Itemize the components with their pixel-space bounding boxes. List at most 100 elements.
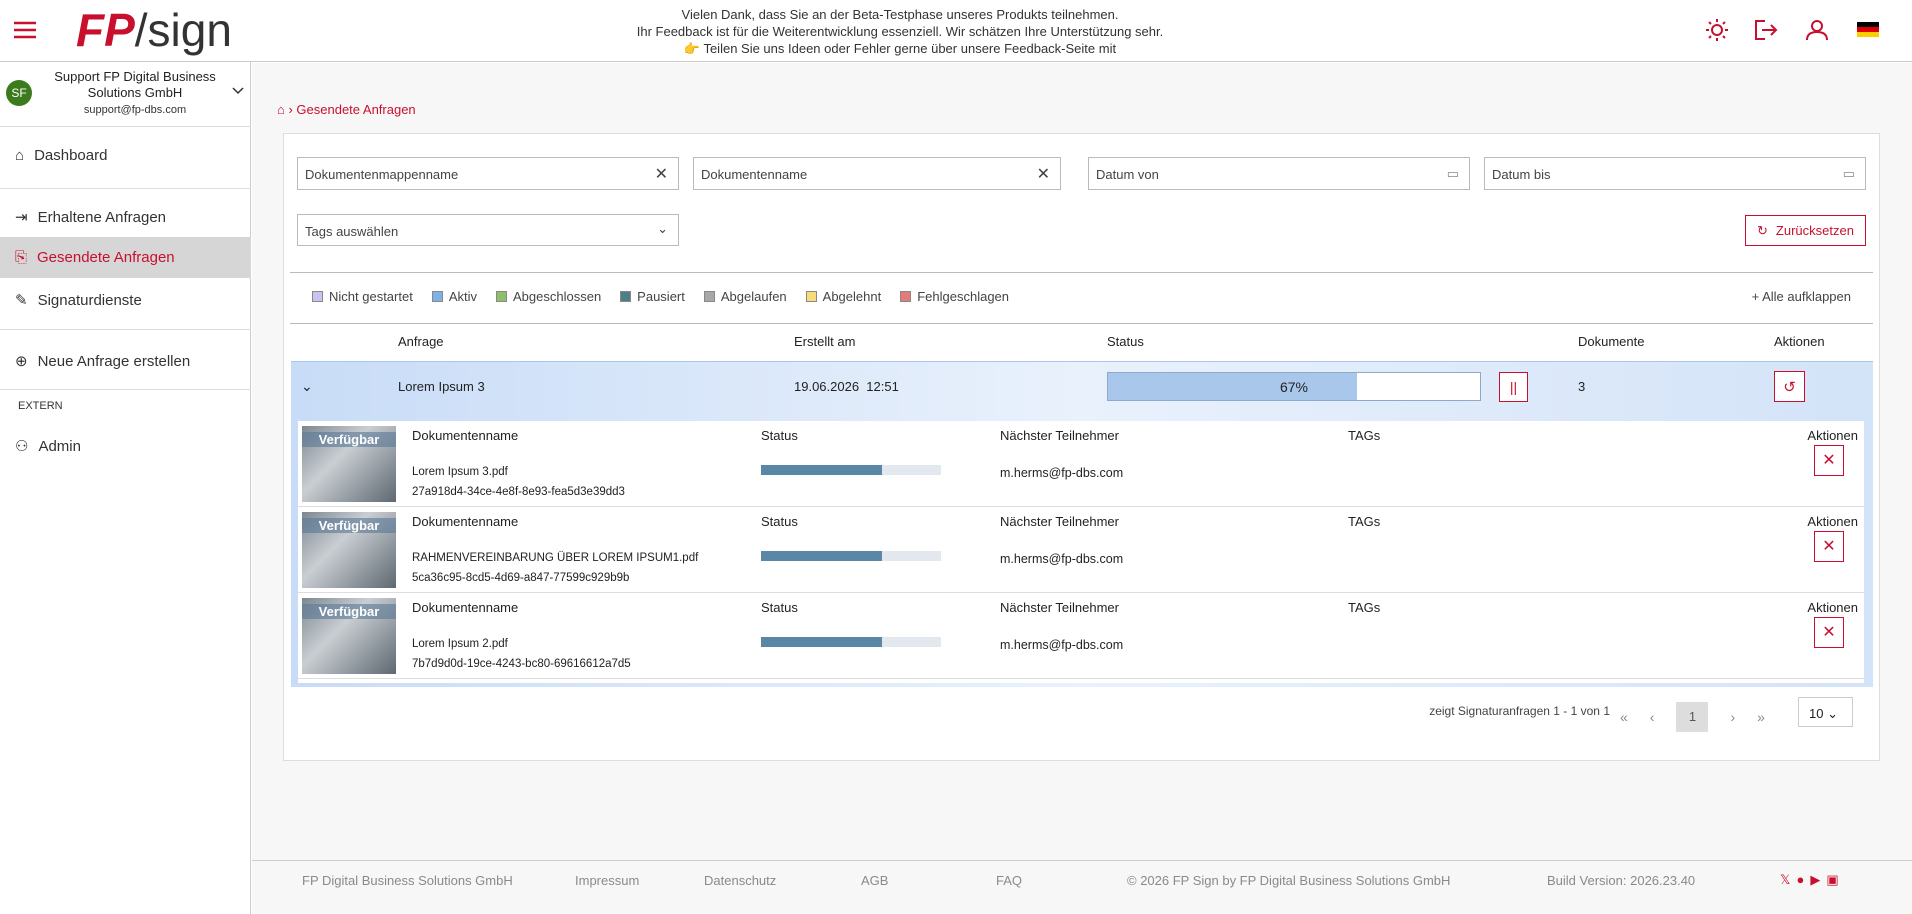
col-header: Aktionen (1774, 334, 1825, 349)
column-header: Dokumentenname (412, 428, 519, 443)
section-label: EXTERN (18, 400, 63, 412)
menu-button[interactable] (14, 21, 36, 39)
date-input[interactable]: Datum von ▭ (1088, 157, 1470, 190)
divider (0, 329, 251, 330)
next-participant: m.herms@fp-dbs.com (1000, 466, 1124, 480)
profile[interactable] (1806, 20, 1828, 41)
nav-item[interactable]: ⊕ Neue Anfrage erstellen (15, 352, 191, 371)
column-header: TAGs (1348, 514, 1381, 529)
divider (290, 272, 1873, 273)
document-id: 7b7d9d0d-19ce-4243-bc80-69616612a7d5 (412, 658, 631, 670)
logo-text: /sign (134, 4, 232, 56)
date-input[interactable]: Datum bis ▭ (1484, 157, 1866, 190)
document-id: 5ca36c95-8cd5-4d69-a847-77599c929b9b (412, 572, 630, 584)
logout[interactable] (1755, 20, 1778, 40)
document-row: Verfügbar Dokumentenname Status Nächster Te… (298, 593, 1864, 679)
document-row: Verfügbar Dokumentenname Status Nächster Te… (298, 507, 1864, 593)
remove-button[interactable]: ✕ (1814, 617, 1844, 648)
sidebar (0, 62, 251, 914)
last-page[interactable]: » (1757, 709, 1765, 725)
pause-button[interactable]: || (1499, 372, 1528, 402)
legend-item[interactable]: Nicht gestartet (312, 289, 413, 304)
remove-button[interactable]: ✕ (1814, 531, 1844, 562)
theme-toggle[interactable] (1706, 19, 1728, 41)
footer-link[interactable]: FAQ (996, 873, 1023, 888)
legend: Nicht gestartet Aktiv Abgeschlossen Pausier… (312, 289, 1009, 304)
next-page[interactable]: › (1730, 709, 1736, 725)
column-header: Aktionen (1807, 428, 1858, 443)
legend-item[interactable]: Aktiv (431, 289, 477, 304)
column-header: Nächster Teilnehmer (1000, 600, 1119, 615)
progress-fill (761, 637, 882, 647)
history-button[interactable]: ↺ (1774, 371, 1805, 402)
breadcrumb[interactable]: ⌂ › Gesendete Anfragen (277, 102, 416, 117)
progress-track (761, 637, 941, 647)
file-name[interactable]: Lorem Ipsum 2.pdf (412, 638, 508, 650)
document-id: 27a918d4-34ce-4e8f-8e93-fea5d3e39dd3 (412, 486, 625, 498)
language-flag[interactable] (1857, 22, 1879, 37)
placeholder: Dokumentenmappenname (305, 167, 459, 182)
progress-fill (761, 465, 882, 475)
nav-item[interactable]: ⌂ Dashboard (15, 147, 108, 164)
nav-item[interactable]: ✎ Signaturdienste (15, 291, 142, 310)
tags-select[interactable]: Tags auswählen ⌄ (297, 214, 679, 246)
nav-item[interactable]: ⚇ Admin (15, 437, 81, 456)
footer-link[interactable]: FP Digital Business Solutions GmbH (302, 873, 513, 888)
footer-link[interactable]: AGB (861, 873, 889, 888)
expand-all[interactable]: + Alle aufklappen (1751, 289, 1851, 304)
col-header: Anfrage (398, 334, 444, 349)
document-thumbnail[interactable]: Verfügbar (302, 512, 396, 588)
footer-link[interactable]: Datenschutz (704, 873, 777, 888)
file-name[interactable]: RAHMENVEREINBARUNG ÜBER LOREM IPSUM1.pdf (412, 552, 699, 564)
request-date: 19.06.2026 12:51 (794, 379, 899, 394)
first-page[interactable]: « (1620, 709, 1628, 725)
account-name[interactable]: Support FP Digital Business Solutions Gm… (54, 69, 216, 100)
nav-item-active[interactable]: ⎘ Gesendete Anfragen (15, 249, 175, 266)
legend-item[interactable]: Abgelehnt (805, 289, 881, 304)
document-thumbnail[interactable]: Verfügbar (302, 598, 396, 674)
progress-label: 67% (1279, 379, 1309, 395)
banner-line: 👉 Teilen Sie uns Ideen oder Fehler gerne… (683, 41, 1117, 56)
document-thumbnail[interactable]: Verfügbar (302, 426, 396, 502)
legend-label: Nicht gestartet (329, 289, 413, 304)
file-name[interactable]: Lorem Ipsum 3.pdf (412, 466, 508, 478)
nav-item[interactable]: ⇥ Erhaltene Anfragen (15, 208, 167, 227)
reset-button[interactable]: ↻ Zurücksetzen (1745, 215, 1866, 246)
legend-item[interactable]: Abgeschlossen (496, 289, 601, 304)
prev-page[interactable]: ‹ (1649, 709, 1655, 725)
col-header: Status (1107, 334, 1144, 349)
nav-label: Signaturdienste (37, 291, 142, 309)
legend-item[interactable]: Fehlgeschlagen (900, 289, 1009, 304)
breadcrumb-current: Gesendete Anfragen (296, 102, 416, 117)
placeholder: Datum bis (1492, 167, 1551, 182)
social-links[interactable]: 𝕏●▶▣ (1780, 872, 1845, 887)
legend-item[interactable]: Abgelaufen (703, 289, 787, 304)
placeholder: Tags auswählen (305, 224, 399, 239)
nav-label: Neue Anfrage erstellen (37, 352, 191, 370)
logo-mark: FP (76, 4, 135, 56)
column-header: Dokumentenname (412, 600, 519, 615)
availability-badge: Verfügbar (302, 518, 396, 533)
footer-link[interactable]: © 2026 FP Sign by FP Digital Business So… (1127, 873, 1451, 888)
beta-banner: Vielen Dank, dass Sie an der Beta-Testph… (600, 6, 1200, 57)
footer-link[interactable]: Build Version: 2026.23.40 (1547, 873, 1696, 888)
legend-item[interactable]: Pausiert (620, 289, 685, 304)
column-header: Aktionen (1807, 514, 1858, 529)
placeholder: Dokumentenname (701, 167, 808, 182)
header-icons (1706, 19, 1879, 41)
column-header: Status (761, 514, 798, 529)
filter-input[interactable]: Dokumentenmappenname ✕ (297, 157, 679, 190)
account-chevron[interactable] (232, 87, 244, 95)
collapse-toggle[interactable]: ⌄ (301, 378, 313, 394)
footer (252, 860, 1912, 914)
progress-track: 67% (1107, 372, 1481, 401)
page-button[interactable]: 1 (1676, 702, 1709, 732)
page-size-select[interactable]: 10 ⌄ (1798, 697, 1853, 727)
footer-link[interactable]: Impressum (575, 873, 640, 888)
logo[interactable]: FP/sign (76, 5, 232, 55)
divider (0, 389, 251, 390)
remove-button[interactable]: ✕ (1814, 445, 1844, 476)
filter-input[interactable]: Dokumentenname ✕ (693, 157, 1061, 190)
column-header: Status (761, 428, 798, 443)
